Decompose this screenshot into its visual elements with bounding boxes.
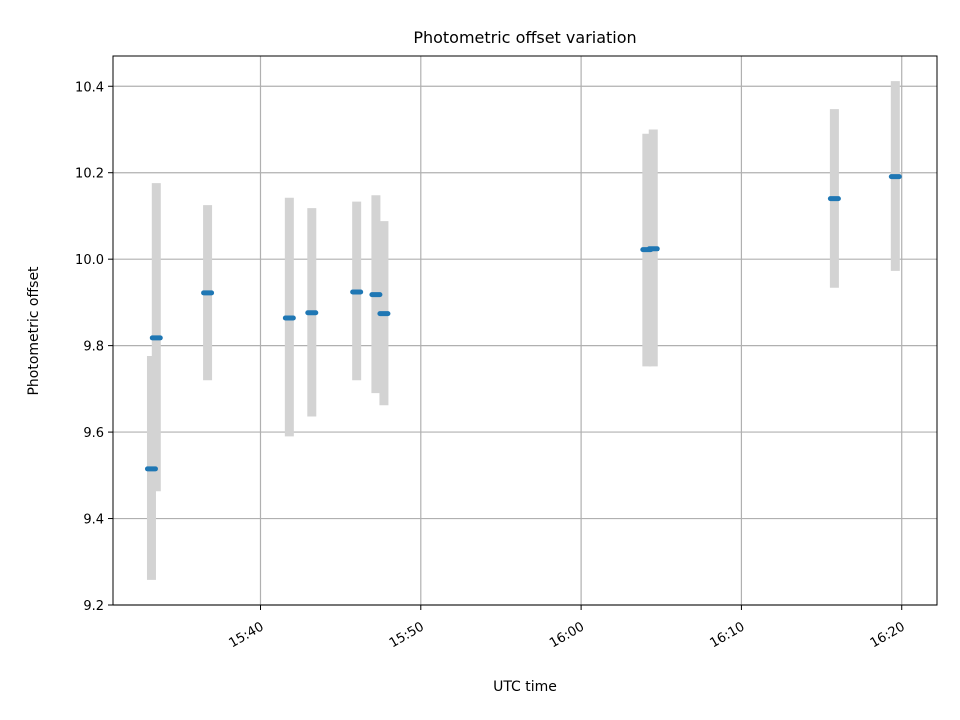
y-tick-label: 10.0 <box>75 253 104 268</box>
x-tick-label: 16:20 <box>868 619 908 651</box>
x-tick-label: 15:40 <box>227 619 267 651</box>
y-tick-label: 9.6 <box>83 426 104 441</box>
y-tick-label: 9.8 <box>83 340 104 355</box>
x-axis: 15:40 15:50 16:00 16:10 16:20 <box>227 605 908 651</box>
y-tick-label: 10.2 <box>75 167 104 182</box>
grid <box>113 56 937 606</box>
y-tick-label: 9.4 <box>83 513 104 528</box>
x-tick-label: 16:10 <box>707 619 747 651</box>
y-axis-label: Photometric offset <box>26 266 42 396</box>
x-axis-label: UTC time <box>493 679 557 695</box>
plot-frame <box>112 55 938 606</box>
x-tick-label: 15:50 <box>387 619 427 651</box>
chart-title: Photometric offset variation <box>413 28 636 47</box>
y-tick-label: 9.2 <box>83 599 104 614</box>
error-bars <box>146 81 900 580</box>
data-points <box>144 174 902 472</box>
x-tick-label: 16:00 <box>547 619 587 651</box>
y-tick-label: 10.4 <box>75 80 104 95</box>
y-axis: 9.2 9.4 9.6 9.8 10.0 10.2 10.4 <box>75 80 113 614</box>
